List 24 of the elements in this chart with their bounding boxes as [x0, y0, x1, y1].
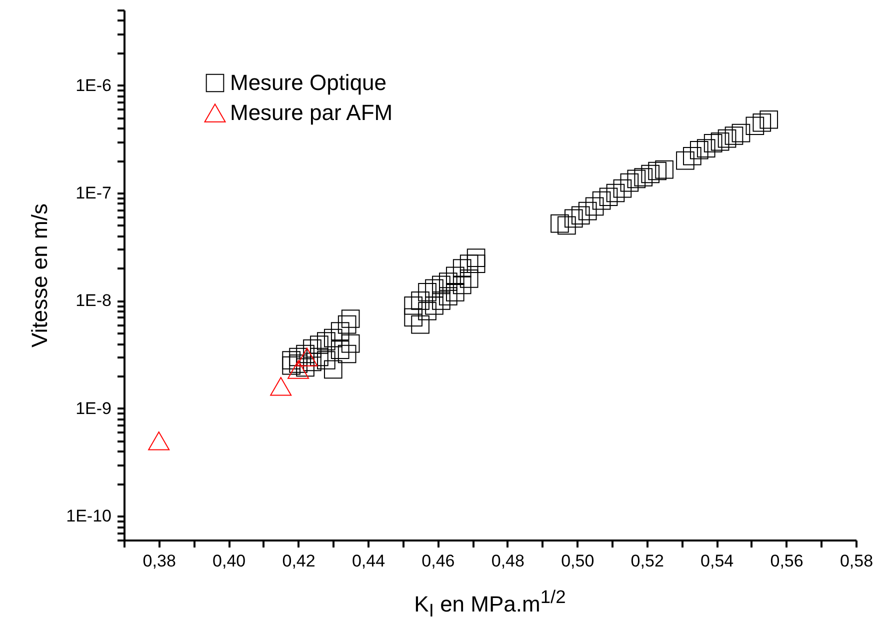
point: [288, 360, 310, 379]
x-tick-label: 0,58: [840, 552, 874, 570]
y-tick-label: 1E-6: [76, 76, 112, 95]
y-tick-label: 1E-8: [76, 291, 112, 310]
legend-label: Mesure par AFM: [230, 100, 393, 125]
x-tick-label: 0,40: [212, 552, 246, 570]
x-tick-label: 0,48: [491, 552, 524, 570]
x-tick-label: 0,44: [352, 552, 386, 570]
legend-label: Mesure Optique: [230, 70, 387, 95]
y-axis-title: Vitesse en m/s: [27, 204, 52, 348]
point: [270, 377, 292, 396]
point: [148, 431, 170, 450]
x-tick-label: 0,38: [142, 552, 176, 570]
point: [296, 348, 318, 366]
x-tick-label: 0,56: [770, 552, 804, 570]
x-axis-title: K$_{I}$ en MPa.m$^{1/2}$: [413, 586, 567, 622]
x-tick-label: 0,46: [422, 552, 455, 570]
x-tick-label: 0,42: [282, 552, 316, 570]
y-tick-label: 1E-7: [76, 183, 112, 202]
y-tick-label: 1E-9: [76, 398, 112, 418]
y-tick-label: 1E-10: [66, 506, 112, 526]
x-tick-label: 0,52: [630, 552, 664, 570]
x-tick-label: 0,50: [561, 552, 594, 570]
x-tick-label: 0,54: [700, 552, 734, 570]
